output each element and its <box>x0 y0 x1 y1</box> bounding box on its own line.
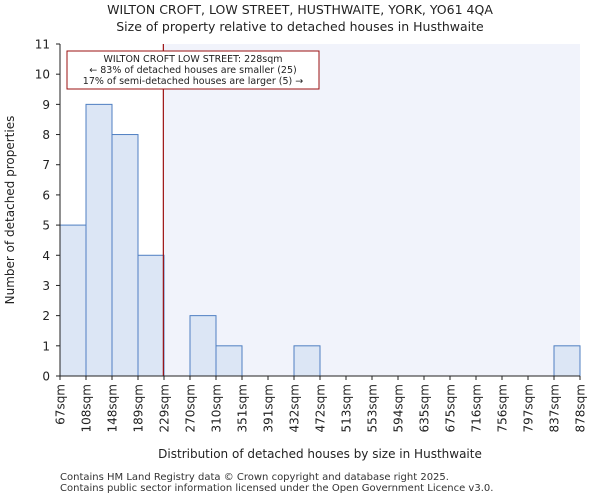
y-tick-label: 9 <box>42 98 50 112</box>
y-tick-label: 4 <box>42 249 50 263</box>
y-axis-label: Number of detached properties <box>3 116 17 305</box>
x-tick-label: 270sqm <box>184 384 198 432</box>
y-tick-label: 3 <box>42 279 50 293</box>
annotation-larger: 17% of semi-detached houses are larger (… <box>83 76 303 87</box>
y-tick-label: 11 <box>35 38 50 52</box>
y-tick-label: 5 <box>42 219 50 233</box>
footer-copyright: Contains HM Land Registry data © Crown c… <box>60 472 449 483</box>
x-tick-label: 310sqm <box>210 384 224 432</box>
annotation-smaller: ← 83% of detached houses are smaller (25… <box>89 65 296 76</box>
histogram-bar <box>553 345 581 377</box>
chart-title-address: WILTON CROFT, LOW STREET, HUSTHWAITE, YO… <box>107 2 493 17</box>
y-tick-label: 6 <box>42 188 50 202</box>
annotation-title: WILTON CROFT LOW STREET: 228sqm <box>103 54 282 65</box>
histogram-bar <box>85 103 113 377</box>
x-tick-label: 837sqm <box>548 384 562 432</box>
x-tick-label: 635sqm <box>418 384 432 432</box>
histogram-bar <box>111 134 139 377</box>
x-tick-label: 878sqm <box>574 384 588 432</box>
y-tick-label: 1 <box>42 339 50 353</box>
x-tick-label: 108sqm <box>80 384 94 432</box>
chart-title: Size of property relative to detached ho… <box>116 19 484 34</box>
x-tick-label: 189sqm <box>132 384 146 432</box>
x-tick-label: 797sqm <box>522 384 536 432</box>
histogram-bar <box>59 224 87 377</box>
x-tick-label: 756sqm <box>496 384 510 432</box>
x-tick-label: 472sqm <box>314 384 328 432</box>
x-tick-label: 553sqm <box>366 384 380 432</box>
x-tick-label: 391sqm <box>262 384 276 432</box>
x-tick-label: 594sqm <box>392 384 406 432</box>
x-tick-label: 229sqm <box>158 384 172 432</box>
x-tick-label: 513sqm <box>340 384 354 432</box>
annotation-frame <box>66 50 320 90</box>
x-tick-label: 67sqm <box>54 384 68 425</box>
x-tick-label: 351sqm <box>236 384 250 432</box>
x-tick-label: 432sqm <box>288 384 302 432</box>
y-tick-label: 8 <box>42 128 50 142</box>
x-tick-label: 148sqm <box>106 384 120 432</box>
histogram-bar <box>215 345 243 377</box>
histogram-bar <box>293 345 321 377</box>
annotation-box: WILTON CROFT LOW STREET: 228sqm ← 83% of… <box>66 50 320 90</box>
x-tick-label: 716sqm <box>470 384 484 432</box>
histogram-bar <box>189 315 217 377</box>
x-axis-label: Distribution of detached houses by size … <box>158 447 482 461</box>
larger-region-shading <box>163 44 580 376</box>
y-tick-label: 2 <box>42 309 50 323</box>
y-tick-label: 7 <box>42 158 50 172</box>
x-tick-label: 675sqm <box>444 384 458 432</box>
histogram-bar <box>137 254 165 377</box>
y-tick-label: 0 <box>42 370 50 384</box>
footer-licence: Contains public sector information licen… <box>60 483 494 494</box>
y-tick-label: 10 <box>35 68 50 82</box>
